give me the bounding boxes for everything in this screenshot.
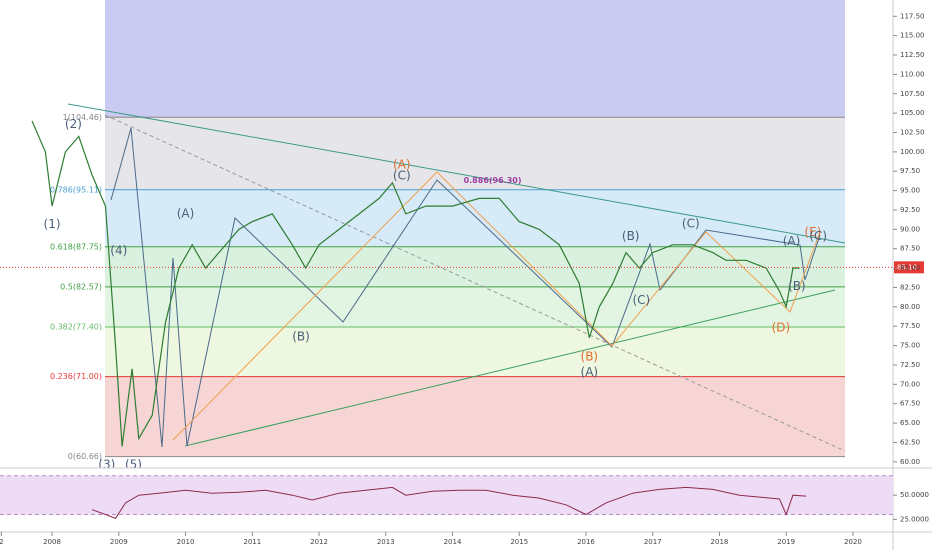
wave-label: (B): [581, 350, 599, 364]
fib-label: 0(60.66): [68, 452, 102, 461]
rsi-y-tick-label: 50.0000: [900, 491, 929, 499]
y-tick-label: 62.50: [900, 438, 920, 446]
x-tick-label: 2012: [310, 538, 328, 546]
fib-zone: [105, 326, 845, 377]
last-price-label: 85.10: [897, 263, 917, 271]
wave-label: (3): [98, 457, 115, 471]
wave-label: (5): [125, 457, 142, 471]
y-tick-label: 60.00: [900, 458, 920, 466]
y-tick-label: 110.00: [900, 70, 925, 78]
x-tick-label: 2: [0, 538, 4, 546]
wave-label: (C): [633, 293, 651, 307]
price-plot: (1)(2)(3)(4)(5)(A)(B)(A)(C) 0.886(96.30)(…: [0, 117, 893, 471]
y-tick-label: 67.50: [900, 400, 920, 408]
y-tick-label: 112.50: [900, 51, 925, 59]
y-tick-label: 100.00: [900, 148, 925, 156]
wave-label: (C): [393, 168, 411, 182]
rsi-band: [0, 475, 893, 515]
x-tick-label: 2013: [377, 538, 395, 546]
trend-line: [104, 114, 846, 452]
rsi-pane: [0, 475, 893, 520]
wave-label: (D): [772, 321, 791, 335]
fib-label: 0.382(77.40): [50, 322, 102, 331]
fib-zone: [105, 286, 845, 327]
y-tick-label: 80.00: [900, 303, 920, 311]
wave-label: (2): [65, 117, 82, 131]
x-tick-label: 2011: [243, 538, 261, 546]
y-tick-label: 70.00: [900, 380, 920, 388]
drawings: [67, 103, 846, 452]
fib-label: 0.236(71.00): [50, 372, 102, 381]
y-tick-label: 95.00: [900, 187, 920, 195]
rsi-line: [91, 486, 807, 520]
wave-label: (4): [110, 244, 127, 258]
x-tick-label: 2020: [844, 538, 862, 546]
x-tick-label: 2009: [110, 538, 128, 546]
x-tick-label: 2014: [444, 538, 462, 546]
trend-line: [184, 289, 836, 447]
fib-label: 1(104.46): [63, 113, 102, 122]
wave-label: (B): [622, 229, 640, 243]
y-tick-label: 85.00: [900, 264, 920, 272]
y-tick-label: 92.50: [900, 206, 920, 214]
wave-label: (C): [682, 216, 700, 230]
fib-label: 0.618(87.75): [50, 242, 102, 251]
y-tick-label: 115.00: [900, 32, 925, 40]
y-tick-label: 65.00: [900, 419, 920, 427]
x-tick-label: 2008: [43, 538, 61, 546]
x-tick-label: 2018: [711, 538, 729, 546]
y-tick-label: 117.50: [900, 12, 925, 20]
x-tick-label: 2015: [510, 538, 528, 546]
wave-label: (A): [393, 158, 411, 172]
wave-label: (A): [783, 234, 801, 248]
rsi-y-tick-label: 25.0000: [900, 515, 929, 523]
y-tick-label: 107.50: [900, 90, 925, 98]
wave-label: (B): [788, 279, 806, 293]
y-tick-label: 82.50: [900, 283, 920, 291]
y-tick-label: 72.50: [900, 361, 920, 369]
last-price-box: [894, 261, 924, 274]
wave-label: (B): [292, 330, 310, 344]
fib-zone: [105, 0, 845, 118]
wave-label: (A): [177, 206, 195, 220]
y-tick-label: 97.50: [900, 167, 920, 175]
y-tick-label: 75.00: [900, 342, 920, 350]
price-line: [31, 120, 800, 447]
y-tick-label: 87.50: [900, 245, 920, 253]
wave-label: (A): [581, 365, 599, 379]
x-tick-label: 2019: [777, 538, 795, 546]
y-tick-label: 77.50: [900, 322, 920, 330]
fib-label: 0.786(95.11): [50, 185, 102, 194]
wave-line: [110, 127, 821, 448]
trend-line: [67, 103, 846, 244]
fib-zone: [105, 376, 845, 457]
x-tick-label: 2010: [177, 538, 195, 546]
fib-zone: [105, 189, 845, 247]
axes: 85.10 60.00 62.50 65.00 67.50 70.00 72.50 75.00…: [0, 12, 929, 546]
y-tick-label: 105.00: [900, 109, 925, 117]
fib-label: 0.5(82.57): [60, 282, 102, 291]
wave-label: (E): [804, 225, 821, 239]
wave-label: (C): [809, 229, 827, 243]
fib-zone: [105, 117, 845, 190]
x-tick-label: 2017: [644, 538, 662, 546]
wave-label: 0.886(96.30): [464, 176, 522, 185]
y-tick-label: 90.00: [900, 225, 920, 233]
wave-label: (1): [44, 217, 61, 231]
wave-line: [172, 171, 821, 441]
fibonacci-zones: 1(104.46) 0.786(95.11) 0.618(87.75) 0.5(82.…: [50, 0, 845, 461]
y-tick-label: 102.50: [900, 128, 925, 136]
x-tick-label: 2016: [577, 538, 595, 546]
